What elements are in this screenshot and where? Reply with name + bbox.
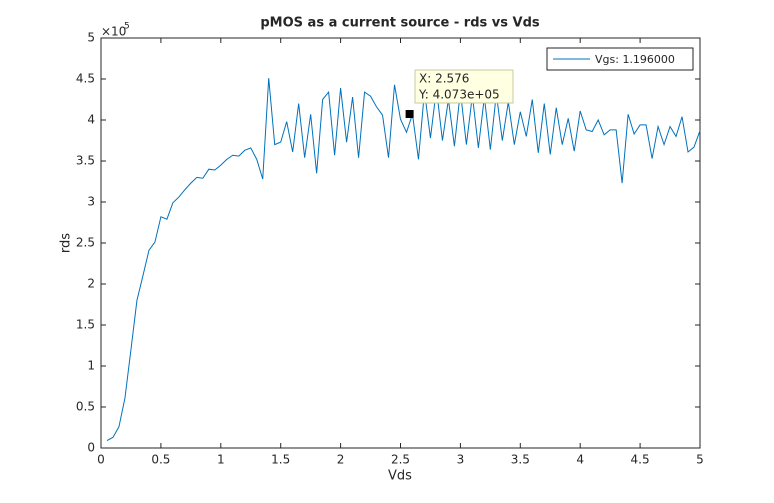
y-exponent-power: 5 (124, 22, 130, 32)
y-tick-label: 2 (87, 277, 95, 291)
x-tick-label: 1.5 (271, 453, 290, 467)
y-tick-label: 3.5 (76, 154, 95, 168)
datatip-box (414, 69, 514, 104)
x-tick-label: 3.5 (511, 453, 530, 467)
y-tick-label: 2.5 (76, 236, 95, 250)
x-tick-label: 4 (576, 453, 584, 467)
legend-box (546, 47, 694, 71)
x-tick-label: 2.5 (391, 453, 410, 467)
legend-label: Vgs: 1.196000 (595, 53, 675, 66)
y-tick-label: 4.5 (76, 72, 95, 86)
y-tick-label: 0.5 (76, 400, 95, 414)
x-tick-label: 4.5 (631, 453, 650, 467)
x-tick-label: 2 (337, 453, 345, 467)
y-exponent-base: ×10 (101, 25, 126, 39)
y-axis-label: rds (59, 233, 74, 253)
x-tick-label: 3 (457, 453, 465, 467)
x-axis-label: Vds (388, 469, 412, 484)
y-tick-label: 3 (87, 195, 95, 209)
y-tick-label: 1 (87, 359, 95, 373)
axes-box (100, 37, 701, 449)
x-tick-label: 0.5 (151, 453, 170, 467)
y-tick-label: 1.5 (76, 318, 95, 332)
x-tick-label: 5 (696, 453, 704, 467)
datatip-marker (405, 110, 414, 119)
chart-title: pMOS as a current source - rds vs Vds (260, 16, 540, 31)
datatip-x: X: 2.576 (419, 72, 469, 86)
x-tick-label: 0 (97, 453, 105, 467)
y-tick-label: 0 (87, 441, 95, 455)
y-tick-label: 5 (87, 31, 95, 45)
data-line (106, 78, 701, 442)
y-tick-label: 4 (87, 113, 95, 127)
datatip-y: Y: 4.073e+05 (418, 88, 500, 102)
x-tick-label: 1 (217, 453, 225, 467)
